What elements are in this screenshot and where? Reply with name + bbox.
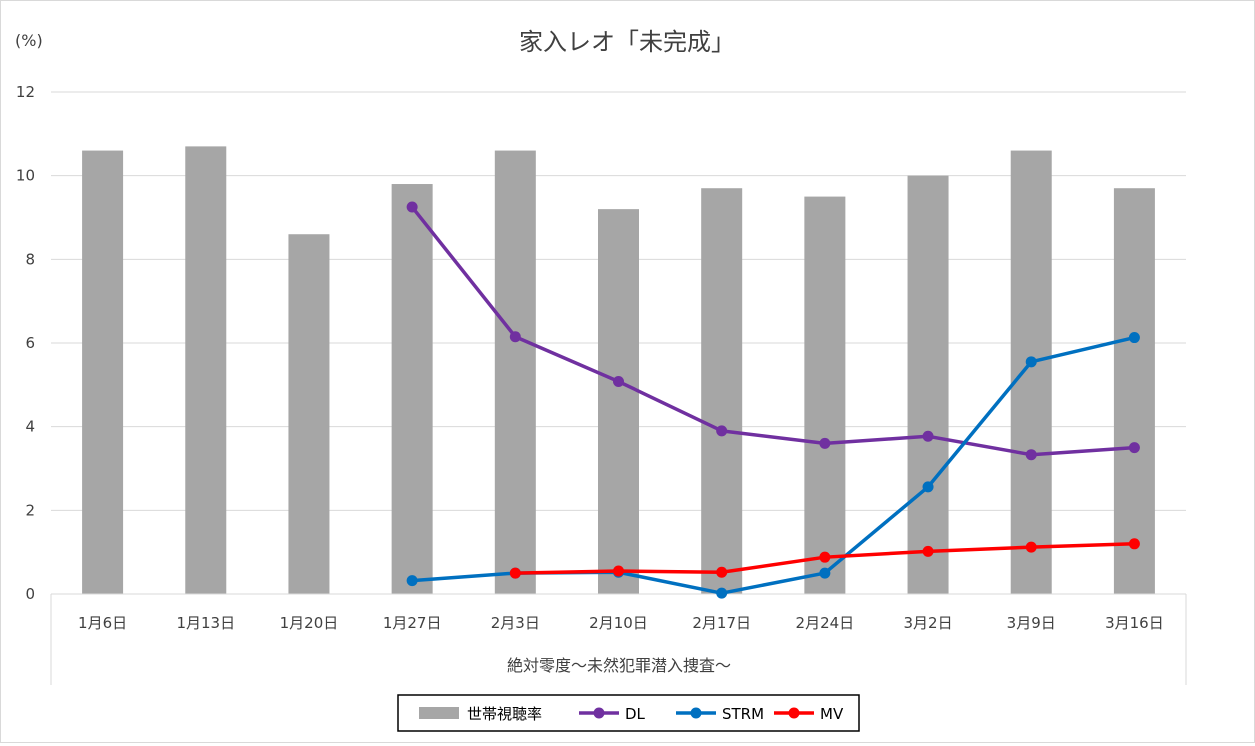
x-tick-labels: 1月6日 1月13日 1月20日 1月27日 2月3日 2月10日 2月17日 2月24日 3月… <box>78 614 1164 632</box>
x-tick-label: 3月2日 <box>903 614 952 632</box>
bar-series <box>82 146 1155 595</box>
x-tick-label: 3月9日 <box>1007 614 1056 632</box>
y-tick-label: 2 <box>25 501 35 519</box>
data-point-mv <box>819 551 831 563</box>
line-series <box>406 201 1140 599</box>
legend-marker-dl <box>593 707 605 719</box>
x-tick-label: 3月16日 <box>1105 614 1164 632</box>
axis <box>50 593 1187 685</box>
data-point-mv <box>613 565 624 577</box>
data-point-mv <box>1128 538 1140 550</box>
y-tick-label: 12 <box>16 83 35 101</box>
data-point-strm <box>922 481 934 493</box>
x-tick-label: 2月3日 <box>491 614 540 632</box>
data-point-strm <box>1128 332 1140 344</box>
data-point-dl <box>716 425 728 437</box>
legend-swatch-bar <box>419 707 459 719</box>
data-point-dl <box>406 201 418 213</box>
y-unit-label: (%) <box>15 31 43 50</box>
y-tick-labels: 0 2 4 6 8 10 12 <box>16 83 35 603</box>
y-tick-label: 10 <box>16 167 35 185</box>
data-point-mv <box>509 567 521 579</box>
data-point-mv <box>1025 541 1037 553</box>
data-point-dl <box>819 437 831 449</box>
legend-marker-strm <box>690 707 702 719</box>
legend: 世帯視聴率 DL STRM MV <box>397 694 860 732</box>
x-tick-label: 1月27日 <box>383 614 442 632</box>
x-tick-label: 2月10日 <box>589 614 648 632</box>
category-group-label: 絶対零度〜未然犯罪潜入捜査〜 <box>507 656 731 675</box>
chart-title: 家入レオ「未完成」 <box>519 28 735 56</box>
series-line-dl <box>410 205 1137 457</box>
x-tick-label: 1月20日 <box>280 614 339 632</box>
x-tick-label: 1月13日 <box>176 614 235 632</box>
bar <box>494 150 536 595</box>
x-tick-label: 2月24日 <box>796 614 855 632</box>
legend-label: MV <box>820 705 844 723</box>
data-point-dl <box>1128 442 1140 454</box>
x-tick-label: 2月17日 <box>692 614 751 632</box>
bar <box>185 146 227 594</box>
data-point-dl <box>1025 449 1037 461</box>
data-point-dl <box>613 375 624 387</box>
data-point-strm <box>716 587 728 599</box>
data-point-dl <box>509 331 521 343</box>
bar <box>288 234 330 594</box>
legend-label: DL <box>625 705 646 723</box>
data-point-strm <box>406 575 418 587</box>
legend-marker-mv <box>788 707 800 719</box>
legend-label: STRM <box>722 705 764 723</box>
bar <box>598 209 639 594</box>
data-point-mv <box>922 545 934 557</box>
bar <box>1113 188 1155 594</box>
y-tick-label: 4 <box>25 418 35 436</box>
data-point-dl <box>922 430 934 442</box>
legend-label: 世帯視聴率 <box>467 705 542 723</box>
data-point-strm <box>819 567 831 579</box>
y-tick-label: 6 <box>25 334 35 352</box>
data-point-strm <box>1025 356 1037 368</box>
bar <box>907 175 949 594</box>
data-point-mv <box>716 566 728 578</box>
y-tick-label: 0 <box>25 585 35 603</box>
bar <box>701 188 743 594</box>
bar <box>1010 150 1052 595</box>
bar <box>804 196 846 595</box>
y-tick-label: 8 <box>25 250 35 268</box>
bar <box>82 150 124 595</box>
bar <box>391 184 433 595</box>
x-tick-label: 1月6日 <box>78 614 127 632</box>
